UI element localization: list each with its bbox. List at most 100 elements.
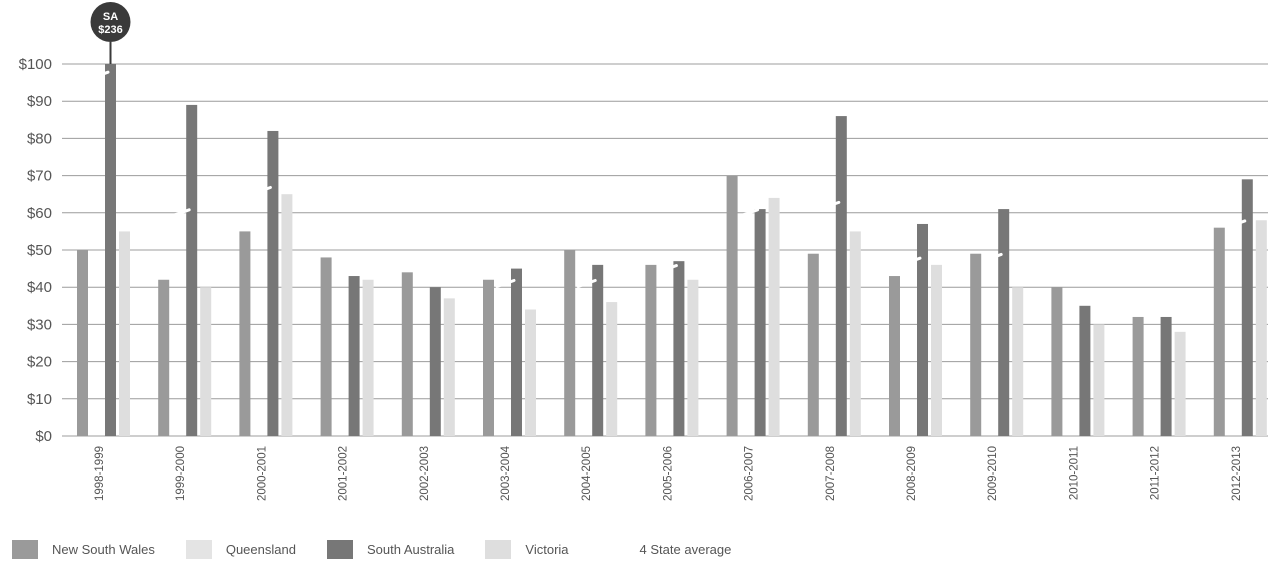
y-tick-label: $20 [27,354,52,371]
annotation-label: SA [103,11,118,23]
bar-victoria [119,231,130,436]
legend-swatch [12,539,38,559]
average-marker [739,208,760,218]
y-tick-label: $30 [27,316,52,333]
average-marker [657,264,678,274]
average-marker [170,208,191,218]
bar-victoria [849,231,861,436]
x-tick-label: 2006-2007 [744,446,756,501]
bar-south-australia [1241,179,1253,436]
legend-item-south-australia: South Australia [326,539,455,559]
y-axis-ticks: $0 $10 $20 $30 $40 $50 $60 $70 $80 $90 $100 [19,56,52,445]
bar-south-australia [673,261,685,436]
y-tick-label: $40 [27,279,52,296]
bar-new-south-wales [645,264,657,436]
bar-victoria [1255,220,1267,436]
annotation: SA$236 [90,2,131,64]
x-axis-ticks: 1998-1999 1999-2000 2000-2001 2001-2002 2002… [94,445,1243,501]
legend-swatch [485,539,512,559]
bar-new-south-wales [401,272,413,436]
legend: New South Wales Queensland South Australia… [12,538,762,560]
bar-new-south-wales [1132,316,1144,436]
average-marker [1226,219,1247,229]
y-tick-label: $0 [35,428,52,445]
legend-item-victoria: Victoria [485,539,569,559]
x-tick-label: 2003-2004 [500,445,512,501]
x-tick-label: 1998-1999 [94,446,106,501]
bar-new-south-wales [1213,227,1225,436]
legend-label: New South Wales [52,541,155,557]
bar-south-australia [511,268,522,436]
bar-victoria [281,194,293,436]
legend-item-queensland: Queensland [185,539,296,559]
bar-south-australia [267,130,279,436]
x-tick-label: 1999-2000 [175,446,187,501]
average-marker [251,185,272,195]
bar-south-australia [998,209,1010,436]
x-tick-label: 2000-2001 [256,446,268,501]
y-tick-label: $50 [27,242,52,259]
x-tick-label: 2005-2006 [662,446,674,501]
legend-label: 4 State average [639,541,732,557]
annotation-bubble [90,2,131,42]
bar-new-south-wales [483,279,494,436]
bar-victoria [1012,287,1024,436]
x-tick-label: 2009-2010 [987,446,999,501]
average-marker [1063,290,1084,300]
x-tick-label: 2007-2008 [825,446,837,501]
x-tick-label: 2002-2003 [419,446,431,501]
x-tick-label: 2012-2013 [1231,446,1243,501]
average-marker [576,278,597,288]
bar-victoria [606,302,618,436]
bar-new-south-wales [564,250,576,436]
bar-new-south-wales [970,253,982,436]
bar-south-australia [754,209,766,436]
bar-south-australia [429,287,441,436]
annotation-value: $236 [98,24,122,36]
x-tick-label: 2004-2005 [581,446,593,501]
bar-south-australia [592,264,604,436]
bar-victoria [1093,324,1105,436]
bar-new-south-wales [239,231,251,436]
x-tick-label: 2008-2009 [906,446,918,501]
average-marker [982,252,1003,262]
bar-south-australia [348,276,360,436]
average-markers [89,70,1247,300]
bar-south-australia [1079,305,1091,436]
bar-south-australia [186,104,198,437]
average-marker [901,256,922,266]
legend-swatch [599,539,626,559]
y-tick-label: $60 [27,205,52,222]
legend-label: South Australia [366,541,455,557]
x-tick-label: 2011-2012 [1150,446,1162,500]
bar-new-south-wales [1051,287,1063,436]
average-marker [495,278,516,288]
bars [77,64,1267,437]
legend-label: Queensland [225,541,296,557]
bar-south-australia [835,116,847,436]
y-tick-label: $90 [27,93,52,110]
bar-new-south-wales [807,253,819,436]
legend-swatch [185,539,212,559]
legend-label: Victoria [525,541,569,557]
bar-victoria [687,279,699,436]
gridlines [62,63,1268,437]
bar-victoria [1174,331,1186,436]
average-marker [820,200,841,210]
bar-new-south-wales [158,279,170,436]
x-tick-label: 2001-2002 [338,446,350,501]
bar-south-australia [105,64,116,436]
average-marker [89,70,110,80]
bar-new-south-wales [889,276,900,436]
bar-victoria [443,298,455,436]
bar-victoria [362,279,374,436]
bar-victoria [931,264,942,436]
legend-item-4-state-average: 4 State average [599,539,732,559]
bar-victoria [525,309,536,436]
bar-victoria [768,197,780,436]
y-tick-label: $100 [19,56,52,73]
legend-swatch [326,539,353,559]
bar-new-south-wales [320,257,332,436]
bar-victoria [200,287,212,436]
y-tick-label: $70 [27,168,52,185]
